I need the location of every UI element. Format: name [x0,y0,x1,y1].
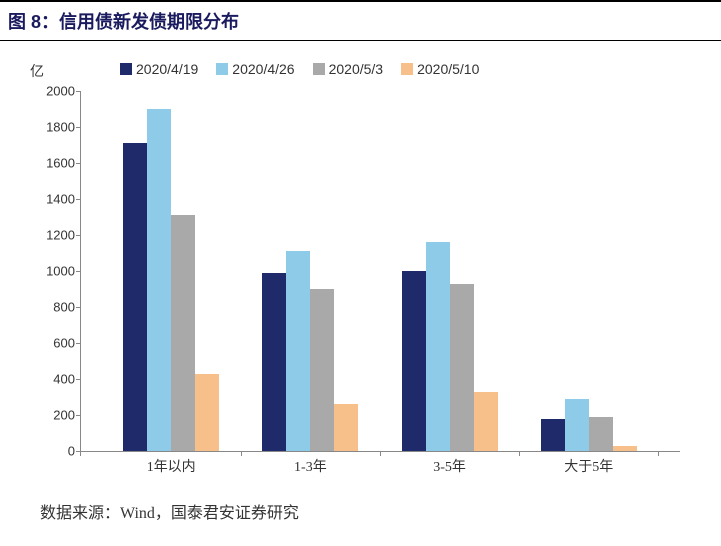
y-tick-label: 1400 [35,192,75,207]
bar [450,284,474,451]
legend-swatch [216,63,228,75]
chart-area: 亿 2020/4/192020/4/262020/5/32020/5/10 02… [30,61,691,481]
bar [613,446,637,451]
bar [426,242,450,451]
bar-group: 大于5年 [541,399,637,451]
x-category-label: 1-3年 [262,456,358,476]
legend-swatch [401,63,413,75]
bar [310,289,334,451]
bar-group: 1年以内 [123,109,219,451]
legend-item: 2020/4/26 [216,61,294,77]
bar-group: 1-3年 [262,251,358,451]
x-tick-mark [80,451,81,456]
y-tick-label: 200 [35,408,75,423]
y-tick-label: 1800 [35,120,75,135]
y-axis-line [80,91,81,451]
bar [334,404,358,451]
x-tick-mark [241,451,242,456]
x-tick-mark [658,451,659,456]
y-axis-unit: 亿 [30,61,44,81]
bar [286,251,310,451]
legend-item: 2020/4/19 [120,61,198,77]
legend-label: 2020/5/3 [329,61,384,77]
bar [589,417,613,451]
legend: 2020/4/19 2020/4/26 2020/5/3 2020/5/10 [120,61,479,77]
bar [123,143,147,451]
legend-item: 2020/5/10 [401,61,479,77]
bar [171,215,195,451]
legend-label: 2020/5/10 [417,61,479,77]
y-tick-label: 2000 [35,84,75,99]
bar-group: 3-5年 [402,242,498,451]
plot-area: 02004006008001000120014001600180020001年以… [80,91,680,452]
legend-label: 2020/4/19 [136,61,198,77]
bar [147,109,171,451]
figure-title: 图 8：信用债新发债期限分布 [0,0,721,41]
bar [541,419,565,451]
bar [474,392,498,451]
y-tick-label: 0 [35,444,75,459]
bar [565,399,589,451]
y-tick-label: 800 [35,300,75,315]
legend-item: 2020/5/3 [313,61,384,77]
x-category-label: 大于5年 [541,456,637,476]
legend-label: 2020/4/26 [232,61,294,77]
y-tick-label: 1000 [35,264,75,279]
data-source: 数据来源：Wind，国泰君安证券研究 [40,499,721,523]
x-tick-mark [380,451,381,456]
legend-swatch [120,63,132,75]
y-tick-label: 400 [35,372,75,387]
x-category-label: 1年以内 [123,456,219,476]
figure-container: 图 8：信用债新发债期限分布 亿 2020/4/192020/4/262020/… [0,0,721,546]
bar [262,273,286,451]
y-tick-label: 600 [35,336,75,351]
x-tick-mark [519,451,520,456]
bar [195,374,219,451]
x-category-label: 3-5年 [402,456,498,476]
legend-swatch [313,63,325,75]
bar [402,271,426,451]
y-tick-label: 1600 [35,156,75,171]
y-tick-label: 1200 [35,228,75,243]
